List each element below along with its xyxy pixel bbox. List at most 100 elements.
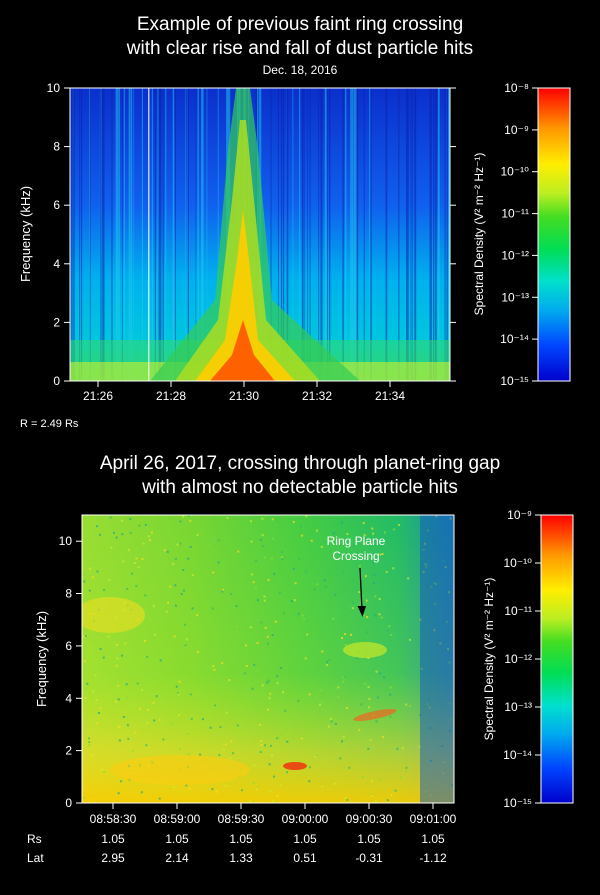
bottom-colorbar-tick-label: 10⁻¹¹ xyxy=(504,604,532,618)
spectrogram-streak xyxy=(283,88,285,381)
lat-value: 2.95 xyxy=(101,851,125,865)
spectrogram-speckle xyxy=(294,582,297,585)
spectrogram-speckle xyxy=(89,798,92,801)
spectrogram-speckle xyxy=(319,703,321,706)
spectrogram-speckle xyxy=(333,782,336,785)
spectrogram-speckle xyxy=(133,562,136,565)
spectrogram-speckle xyxy=(102,656,105,659)
bottom-y-tick-label: 10 xyxy=(59,534,73,548)
spectrogram-streak xyxy=(412,88,413,381)
spectrogram-speckle xyxy=(147,535,150,538)
spectrogram-streak xyxy=(327,88,328,381)
spectrogram-speckle xyxy=(373,573,376,576)
spectrogram-speckle xyxy=(225,711,228,714)
spectrogram-speckle xyxy=(229,757,232,760)
spectrogram-speckle xyxy=(340,522,343,525)
spectrogram-speckle xyxy=(163,549,166,552)
spectrogram-speckle xyxy=(222,748,225,751)
top-colorbar-tick-label: 10⁻⁹ xyxy=(504,123,529,137)
spectrogram-speckle xyxy=(308,693,311,696)
spectrogram-speckle xyxy=(121,533,124,536)
spectrogram-speckle xyxy=(135,557,138,560)
spectrogram-speckle xyxy=(370,793,373,796)
spectrogram-streak xyxy=(448,88,450,381)
spectrogram-speckle xyxy=(155,695,158,698)
top-chart-radius-note: R = 2.49 Rs xyxy=(20,418,79,430)
spectrogram-speckle xyxy=(292,520,295,523)
spectrogram-speckle xyxy=(120,780,123,783)
spectrogram-speckle xyxy=(316,583,319,586)
top-y-tick-label: 0 xyxy=(53,374,60,388)
spectrogram-speckle xyxy=(137,567,139,570)
bottom-chart-title-line-2: with almost no detectable particle hits xyxy=(142,477,458,498)
spectrogram-speckle xyxy=(344,644,347,646)
spectrogram-speckle xyxy=(144,523,147,526)
spectrogram-speckle xyxy=(217,539,220,542)
spectrogram-speckle xyxy=(274,620,277,623)
spectrogram-speckle xyxy=(308,780,311,783)
spectrogram-speckle xyxy=(177,693,180,696)
spectrogram-speckle xyxy=(151,534,154,536)
spectrogram-speckle xyxy=(202,718,204,721)
top-x-tick-label: 21:32 xyxy=(302,389,332,403)
top-colorbar-tick-label: 10⁻¹² xyxy=(501,248,529,262)
spectrogram-streak xyxy=(303,88,305,381)
spectrogram-streak xyxy=(286,88,289,381)
spectrogram-speckle xyxy=(115,536,118,539)
top-y-axis: 0 2 4 6 8 10 Frequency (kHz) xyxy=(18,81,70,388)
top-y-tick-label: 6 xyxy=(53,198,60,212)
top-x-tick-label: 21:28 xyxy=(156,389,186,403)
spectrogram-streak xyxy=(185,88,187,381)
spectrogram-streak xyxy=(351,88,353,381)
spectrogram-streak xyxy=(151,88,153,381)
spectrogram-streak xyxy=(201,88,202,381)
spectrogram-speckle xyxy=(372,561,375,564)
spectrogram-streak xyxy=(174,88,176,381)
spectrogram-speckle xyxy=(363,534,366,537)
top-y-tick-label: 8 xyxy=(53,140,60,154)
spectrogram-speckle xyxy=(92,690,95,693)
bottom-x-tick-label: 08:59:00 xyxy=(154,812,201,826)
spectrogram-speckle xyxy=(183,643,186,646)
spectrogram-speckle xyxy=(260,744,263,746)
spectrogram-speckle xyxy=(99,648,102,650)
spectrogram-streak xyxy=(111,88,113,381)
spectrogram-speckle xyxy=(284,709,287,712)
spectrogram-speckle xyxy=(122,716,125,718)
spectrogram-speckle xyxy=(145,744,148,747)
spectrogram-speckle xyxy=(374,595,377,598)
spectrogram-speckle xyxy=(146,655,149,658)
spectrogram-speckle xyxy=(389,715,392,718)
spectrogram-speckle xyxy=(370,795,373,797)
spectrogram-speckle xyxy=(88,741,91,744)
bottom-x-tick-label: 09:00:30 xyxy=(346,812,393,826)
spectrogram-speckle xyxy=(276,795,279,797)
spectrogram-speckle xyxy=(313,588,316,591)
spectrogram-speckle xyxy=(176,543,179,546)
spectrogram-speckle xyxy=(269,744,272,747)
spectrogram-speckle xyxy=(134,600,137,603)
top-colorbar-tick-label: 10⁻¹¹ xyxy=(501,207,529,221)
top-y-tick-label: 2 xyxy=(53,315,60,329)
top-colorbar-tick-label: 10⁻¹³ xyxy=(501,290,529,304)
spectrogram-streak xyxy=(352,88,354,381)
top-colorbar-tick-label: 10⁻¹⁵ xyxy=(500,374,529,388)
spectrogram-speckle xyxy=(351,607,354,610)
spectrogram-speckle xyxy=(408,638,411,641)
spectrogram-speckle xyxy=(213,668,216,671)
spectrogram-speckle xyxy=(122,574,125,577)
bottom-y-tick-label: 0 xyxy=(65,796,72,810)
annotation-line-2: Crossing xyxy=(332,549,379,563)
spectrogram-speckle xyxy=(372,582,375,585)
spectrogram-speckle xyxy=(374,800,377,803)
spectrogram-speckle xyxy=(276,675,279,678)
rs-value: 1.05 xyxy=(421,832,445,846)
spectrogram-speckle xyxy=(256,788,259,791)
spectrogram-speckle xyxy=(162,738,165,741)
spectrogram-streak xyxy=(354,88,356,381)
spectrogram-speckle xyxy=(149,539,152,541)
spectrogram-speckle xyxy=(125,683,128,686)
bottom-x-tick-label: 08:59:30 xyxy=(218,812,265,826)
spectrogram-speckle xyxy=(393,528,395,531)
spectrogram-speckle xyxy=(342,676,345,679)
